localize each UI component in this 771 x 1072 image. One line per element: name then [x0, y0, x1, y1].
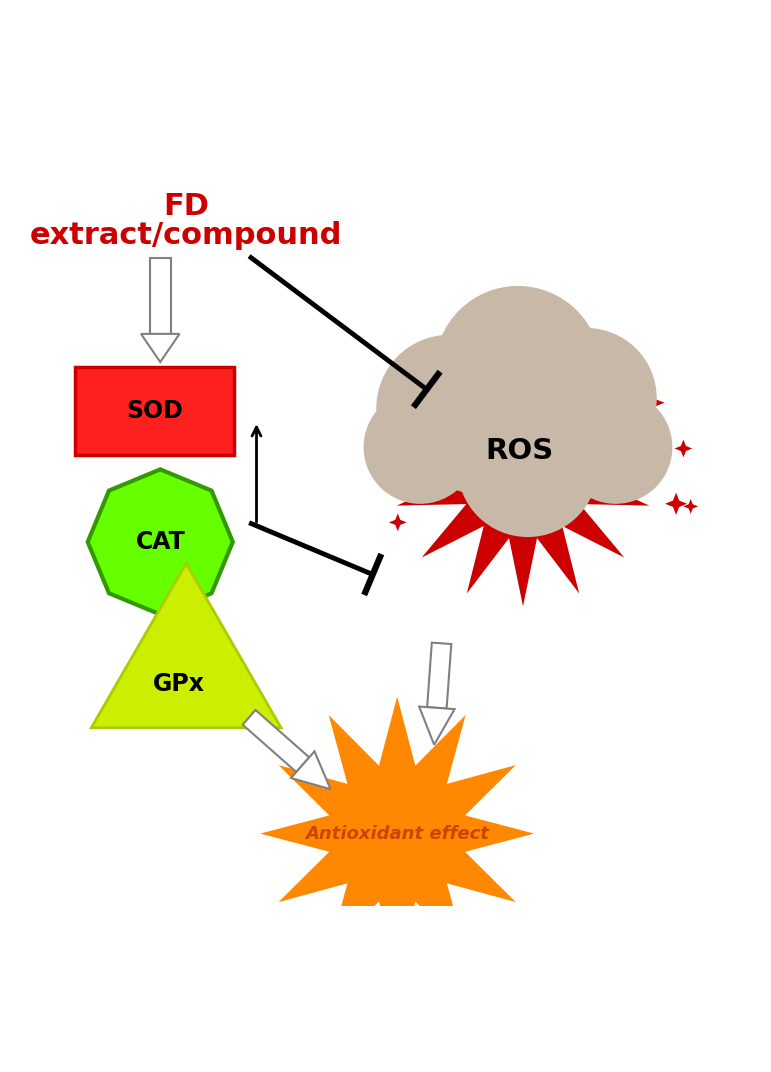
Polygon shape: [243, 710, 309, 772]
Polygon shape: [141, 333, 180, 362]
Text: FD: FD: [163, 192, 209, 221]
Polygon shape: [260, 697, 534, 970]
Polygon shape: [683, 498, 698, 513]
Polygon shape: [419, 706, 455, 745]
Circle shape: [435, 286, 601, 452]
Polygon shape: [383, 421, 399, 436]
Circle shape: [516, 328, 657, 468]
FancyBboxPatch shape: [75, 368, 234, 455]
Text: CAT: CAT: [136, 530, 185, 554]
Text: Antioxidant effect: Antioxidant effect: [305, 824, 489, 843]
Circle shape: [376, 334, 523, 481]
Circle shape: [457, 397, 598, 537]
Polygon shape: [638, 389, 665, 416]
Polygon shape: [675, 440, 692, 458]
Polygon shape: [91, 564, 281, 728]
Polygon shape: [397, 347, 649, 607]
Text: SOD: SOD: [126, 399, 183, 422]
Polygon shape: [665, 493, 687, 515]
Polygon shape: [427, 642, 451, 709]
Text: ROS: ROS: [485, 437, 554, 465]
Circle shape: [364, 390, 477, 504]
Polygon shape: [88, 470, 233, 614]
Bar: [150, 258, 171, 333]
Text: extract/compound: extract/compound: [30, 222, 342, 251]
Polygon shape: [389, 513, 406, 532]
Circle shape: [412, 361, 545, 494]
Polygon shape: [291, 751, 331, 789]
Circle shape: [559, 390, 672, 504]
Text: GPx: GPx: [153, 672, 205, 696]
